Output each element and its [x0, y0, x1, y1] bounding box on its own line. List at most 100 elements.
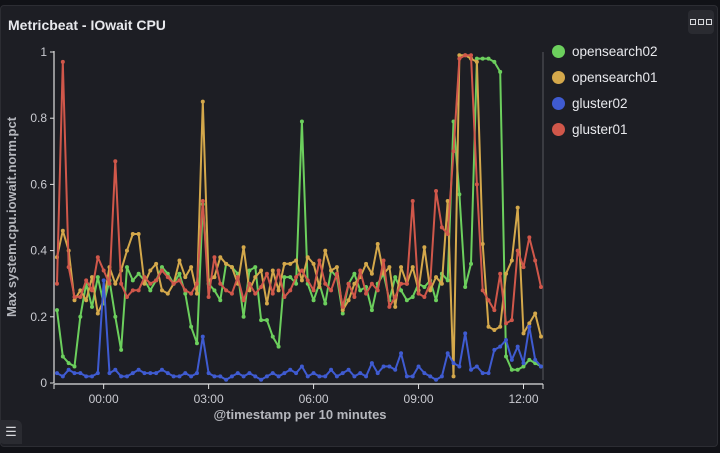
- data-point-opensearch01: [113, 281, 118, 286]
- data-point-gluster01: [340, 304, 345, 309]
- data-point-opensearch02: [136, 271, 141, 276]
- data-point-gluster01: [72, 294, 77, 299]
- data-point-gluster01: [241, 298, 246, 303]
- data-point-opensearch01: [177, 258, 182, 263]
- legend-label: opensearch02: [572, 43, 658, 59]
- data-point-opensearch01: [539, 334, 543, 339]
- data-point-opensearch01: [154, 261, 159, 266]
- data-point-gluster02: [428, 374, 433, 379]
- data-point-opensearch01: [95, 311, 100, 316]
- data-point-gluster01: [474, 182, 479, 187]
- data-point-opensearch01: [84, 298, 89, 303]
- data-point-opensearch02: [66, 361, 71, 366]
- data-point-gluster01: [159, 268, 164, 273]
- data-point-gluster01: [78, 294, 83, 299]
- data-point-opensearch01: [218, 255, 223, 260]
- data-point-gluster01: [369, 281, 374, 286]
- data-point-gluster01: [404, 281, 409, 286]
- data-point-opensearch02: [78, 314, 83, 319]
- data-point-opensearch01: [142, 281, 147, 286]
- data-point-gluster02: [340, 371, 345, 376]
- data-point-gluster02: [66, 367, 71, 372]
- data-point-opensearch01: [229, 265, 234, 270]
- data-point-gluster01: [270, 291, 275, 296]
- data-point-gluster02: [515, 344, 520, 349]
- data-point-opensearch02: [498, 69, 503, 74]
- x-axis-title: @timestamp per 10 minutes: [213, 407, 386, 422]
- data-point-gluster02: [113, 367, 118, 372]
- data-point-gluster01: [434, 189, 439, 194]
- data-point-opensearch01: [527, 321, 532, 326]
- legend-item-gluster02[interactable]: gluster02: [552, 90, 658, 116]
- data-point-opensearch02: [95, 275, 100, 280]
- legend-item-gluster01[interactable]: gluster01: [552, 116, 658, 142]
- data-point-gluster02: [469, 367, 474, 372]
- data-point-gluster02: [346, 367, 351, 372]
- chart-legend: opensearch02 opensearch01 gluster02 glus…: [552, 38, 658, 142]
- data-point-opensearch01: [434, 275, 439, 280]
- data-point-gluster01: [165, 275, 170, 280]
- data-point-gluster01: [486, 298, 491, 303]
- data-point-opensearch01: [270, 268, 275, 273]
- x-tick-label: 00:00: [89, 392, 119, 406]
- data-point-gluster02: [387, 364, 392, 369]
- data-point-opensearch01: [299, 278, 304, 283]
- data-point-gluster02: [235, 371, 240, 376]
- data-point-opensearch02: [399, 288, 404, 293]
- data-point-opensearch02: [369, 308, 374, 313]
- data-point-gluster01: [148, 281, 153, 286]
- data-point-opensearch01: [183, 275, 188, 280]
- data-point-opensearch01: [329, 268, 334, 273]
- data-point-gluster02: [539, 364, 543, 369]
- data-point-gluster01: [136, 288, 141, 293]
- data-point-opensearch02: [469, 261, 474, 266]
- legend-item-opensearch01[interactable]: opensearch01: [552, 64, 658, 90]
- data-point-opensearch01: [311, 261, 316, 266]
- data-point-gluster02: [107, 371, 112, 376]
- data-point-gluster01: [375, 288, 380, 293]
- data-point-gluster02: [101, 278, 106, 283]
- data-point-opensearch01: [259, 268, 264, 273]
- data-point-opensearch01: [253, 275, 258, 280]
- data-point-opensearch02: [119, 347, 124, 352]
- data-point-gluster02: [171, 374, 176, 379]
- data-point-gluster01: [55, 281, 59, 286]
- data-point-opensearch02: [509, 367, 514, 372]
- data-point-opensearch01: [165, 291, 170, 296]
- data-point-gluster02: [527, 324, 532, 329]
- data-point-gluster01: [89, 288, 94, 293]
- data-point-opensearch02: [148, 288, 153, 293]
- data-point-opensearch01: [294, 258, 299, 263]
- data-point-opensearch01: [457, 53, 462, 58]
- y-tick-label: 0.2: [30, 310, 47, 324]
- panel-options-button[interactable]: [688, 10, 714, 34]
- data-point-gluster01: [539, 285, 543, 290]
- data-point-gluster01: [334, 271, 339, 276]
- data-point-gluster01: [194, 281, 199, 286]
- data-point-gluster02: [241, 374, 246, 379]
- data-point-gluster02: [369, 361, 374, 366]
- data-point-opensearch02: [253, 265, 258, 270]
- data-point-gluster02: [294, 371, 299, 376]
- data-point-gluster01: [282, 294, 287, 299]
- y-tick-label: 0: [40, 376, 47, 390]
- data-point-gluster01: [60, 59, 65, 64]
- data-point-gluster02: [422, 371, 427, 376]
- data-point-gluster02: [480, 371, 485, 376]
- legend-color-dot: [552, 44, 565, 58]
- data-point-gluster02: [434, 377, 439, 382]
- legend-item-opensearch02[interactable]: opensearch02: [552, 38, 658, 64]
- data-point-gluster01: [445, 232, 450, 237]
- data-point-opensearch02: [130, 278, 135, 283]
- data-point-gluster02: [399, 351, 404, 356]
- data-point-opensearch01: [148, 268, 153, 273]
- data-point-gluster02: [200, 334, 205, 339]
- data-point-gluster01: [527, 235, 532, 240]
- data-point-gluster01: [329, 288, 334, 293]
- data-point-gluster01: [264, 271, 269, 276]
- data-point-gluster01: [224, 288, 229, 293]
- data-point-opensearch01: [194, 291, 199, 296]
- data-point-gluster01: [323, 281, 328, 286]
- legend-toggle-button[interactable]: ☰: [0, 420, 22, 444]
- data-point-gluster02: [329, 367, 334, 372]
